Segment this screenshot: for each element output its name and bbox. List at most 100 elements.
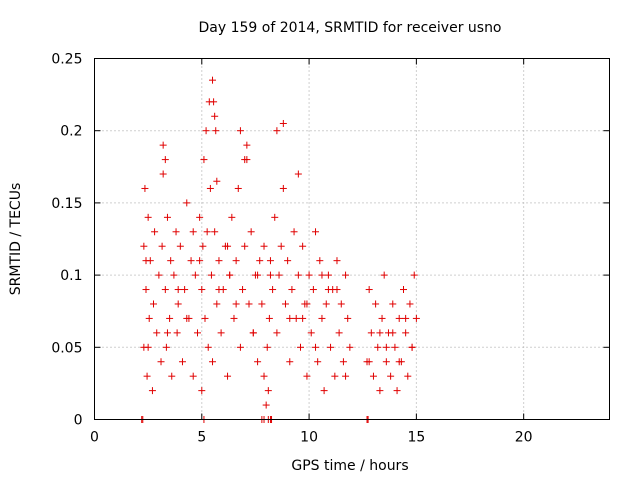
data-point bbox=[204, 343, 212, 351]
data-point bbox=[344, 314, 352, 322]
data-point bbox=[333, 286, 341, 294]
data-point bbox=[224, 372, 232, 380]
x-tick-label: 5 bbox=[197, 430, 206, 446]
data-point bbox=[393, 387, 401, 395]
data-point bbox=[303, 372, 311, 380]
data-point bbox=[209, 76, 217, 84]
data-point bbox=[382, 343, 390, 351]
data-point bbox=[333, 257, 341, 265]
data-point bbox=[183, 199, 191, 207]
data-point bbox=[189, 228, 197, 236]
x-tick-label: 0 bbox=[90, 430, 99, 446]
data-point bbox=[369, 372, 377, 380]
data-point bbox=[226, 271, 234, 279]
chart-title: Day 159 of 2014, SRMTID for receiver usn… bbox=[198, 20, 501, 36]
data-point bbox=[211, 112, 219, 120]
data-point bbox=[249, 329, 257, 337]
data-point bbox=[365, 358, 373, 366]
data-point bbox=[144, 343, 152, 351]
data-point bbox=[198, 286, 206, 294]
data-point bbox=[339, 358, 347, 366]
data-point bbox=[335, 329, 343, 337]
data-point bbox=[262, 401, 270, 409]
data-point bbox=[281, 300, 289, 308]
data-point bbox=[316, 257, 324, 265]
data-point bbox=[314, 358, 322, 366]
data-point bbox=[207, 271, 215, 279]
data-point bbox=[263, 343, 271, 351]
data-point bbox=[378, 314, 386, 322]
data-point bbox=[163, 329, 171, 337]
data-point bbox=[187, 257, 195, 265]
data-point bbox=[277, 242, 285, 250]
data-point bbox=[342, 372, 350, 380]
data-point bbox=[372, 300, 380, 308]
data-point bbox=[176, 242, 184, 250]
data-point bbox=[200, 156, 208, 164]
y-tick-label: 0.05 bbox=[51, 340, 82, 356]
data-point bbox=[196, 257, 204, 265]
data-point bbox=[145, 314, 153, 322]
data-point bbox=[173, 329, 181, 337]
data-point bbox=[254, 358, 262, 366]
x-tick-label: 15 bbox=[407, 430, 425, 446]
data-point bbox=[211, 228, 219, 236]
data-point bbox=[271, 213, 279, 221]
data-point bbox=[144, 213, 152, 221]
data-point bbox=[158, 242, 166, 250]
data-point bbox=[245, 300, 253, 308]
data-point bbox=[324, 271, 332, 279]
y-tick-label: 0.1 bbox=[60, 268, 82, 284]
data-point bbox=[391, 343, 399, 351]
data-point bbox=[294, 170, 302, 178]
data-point bbox=[284, 257, 292, 265]
y-tick-label: 0.2 bbox=[60, 124, 82, 140]
data-point bbox=[161, 156, 169, 164]
y-tick-label: 0 bbox=[74, 413, 83, 429]
data-point bbox=[269, 286, 277, 294]
data-point bbox=[183, 314, 191, 322]
data-point bbox=[243, 141, 251, 149]
data-point bbox=[288, 286, 296, 294]
data-point bbox=[206, 184, 214, 192]
data-point bbox=[307, 329, 315, 337]
data-point bbox=[142, 286, 150, 294]
data-point bbox=[305, 271, 313, 279]
data-point bbox=[166, 314, 174, 322]
data-point bbox=[292, 314, 300, 322]
data-point bbox=[168, 372, 176, 380]
data-point bbox=[309, 286, 317, 294]
data-point bbox=[199, 242, 207, 250]
data-point bbox=[170, 271, 178, 279]
data-point bbox=[162, 343, 170, 351]
data-point bbox=[256, 257, 264, 265]
data-point bbox=[279, 184, 287, 192]
data-point bbox=[174, 300, 182, 308]
data-point bbox=[402, 329, 410, 337]
data-point bbox=[241, 156, 249, 164]
data-point bbox=[247, 228, 255, 236]
plot-frame bbox=[94, 58, 610, 420]
data-point bbox=[194, 329, 201, 337]
y-tick-label: 0.15 bbox=[51, 196, 82, 212]
axis-ticks: 0 5 10 15 20 0 0.05 0.1 0.15 0.2 0.25 bbox=[51, 52, 610, 446]
y-axis-label: SRMTID / TECUs bbox=[8, 183, 24, 296]
data-point bbox=[228, 213, 236, 221]
data-point bbox=[273, 329, 281, 337]
data-point bbox=[389, 300, 397, 308]
data-point bbox=[213, 300, 221, 308]
data-point bbox=[172, 228, 180, 236]
data-point bbox=[258, 300, 266, 308]
data-point bbox=[408, 343, 416, 351]
data-point bbox=[198, 387, 206, 395]
data-point bbox=[286, 314, 294, 322]
data-points bbox=[138, 76, 420, 423]
data-point bbox=[303, 300, 311, 308]
data-point bbox=[209, 358, 217, 366]
data-point bbox=[163, 213, 171, 221]
data-point bbox=[167, 257, 175, 265]
data-point bbox=[191, 271, 199, 279]
data-point bbox=[232, 300, 240, 308]
data-point bbox=[387, 372, 395, 380]
